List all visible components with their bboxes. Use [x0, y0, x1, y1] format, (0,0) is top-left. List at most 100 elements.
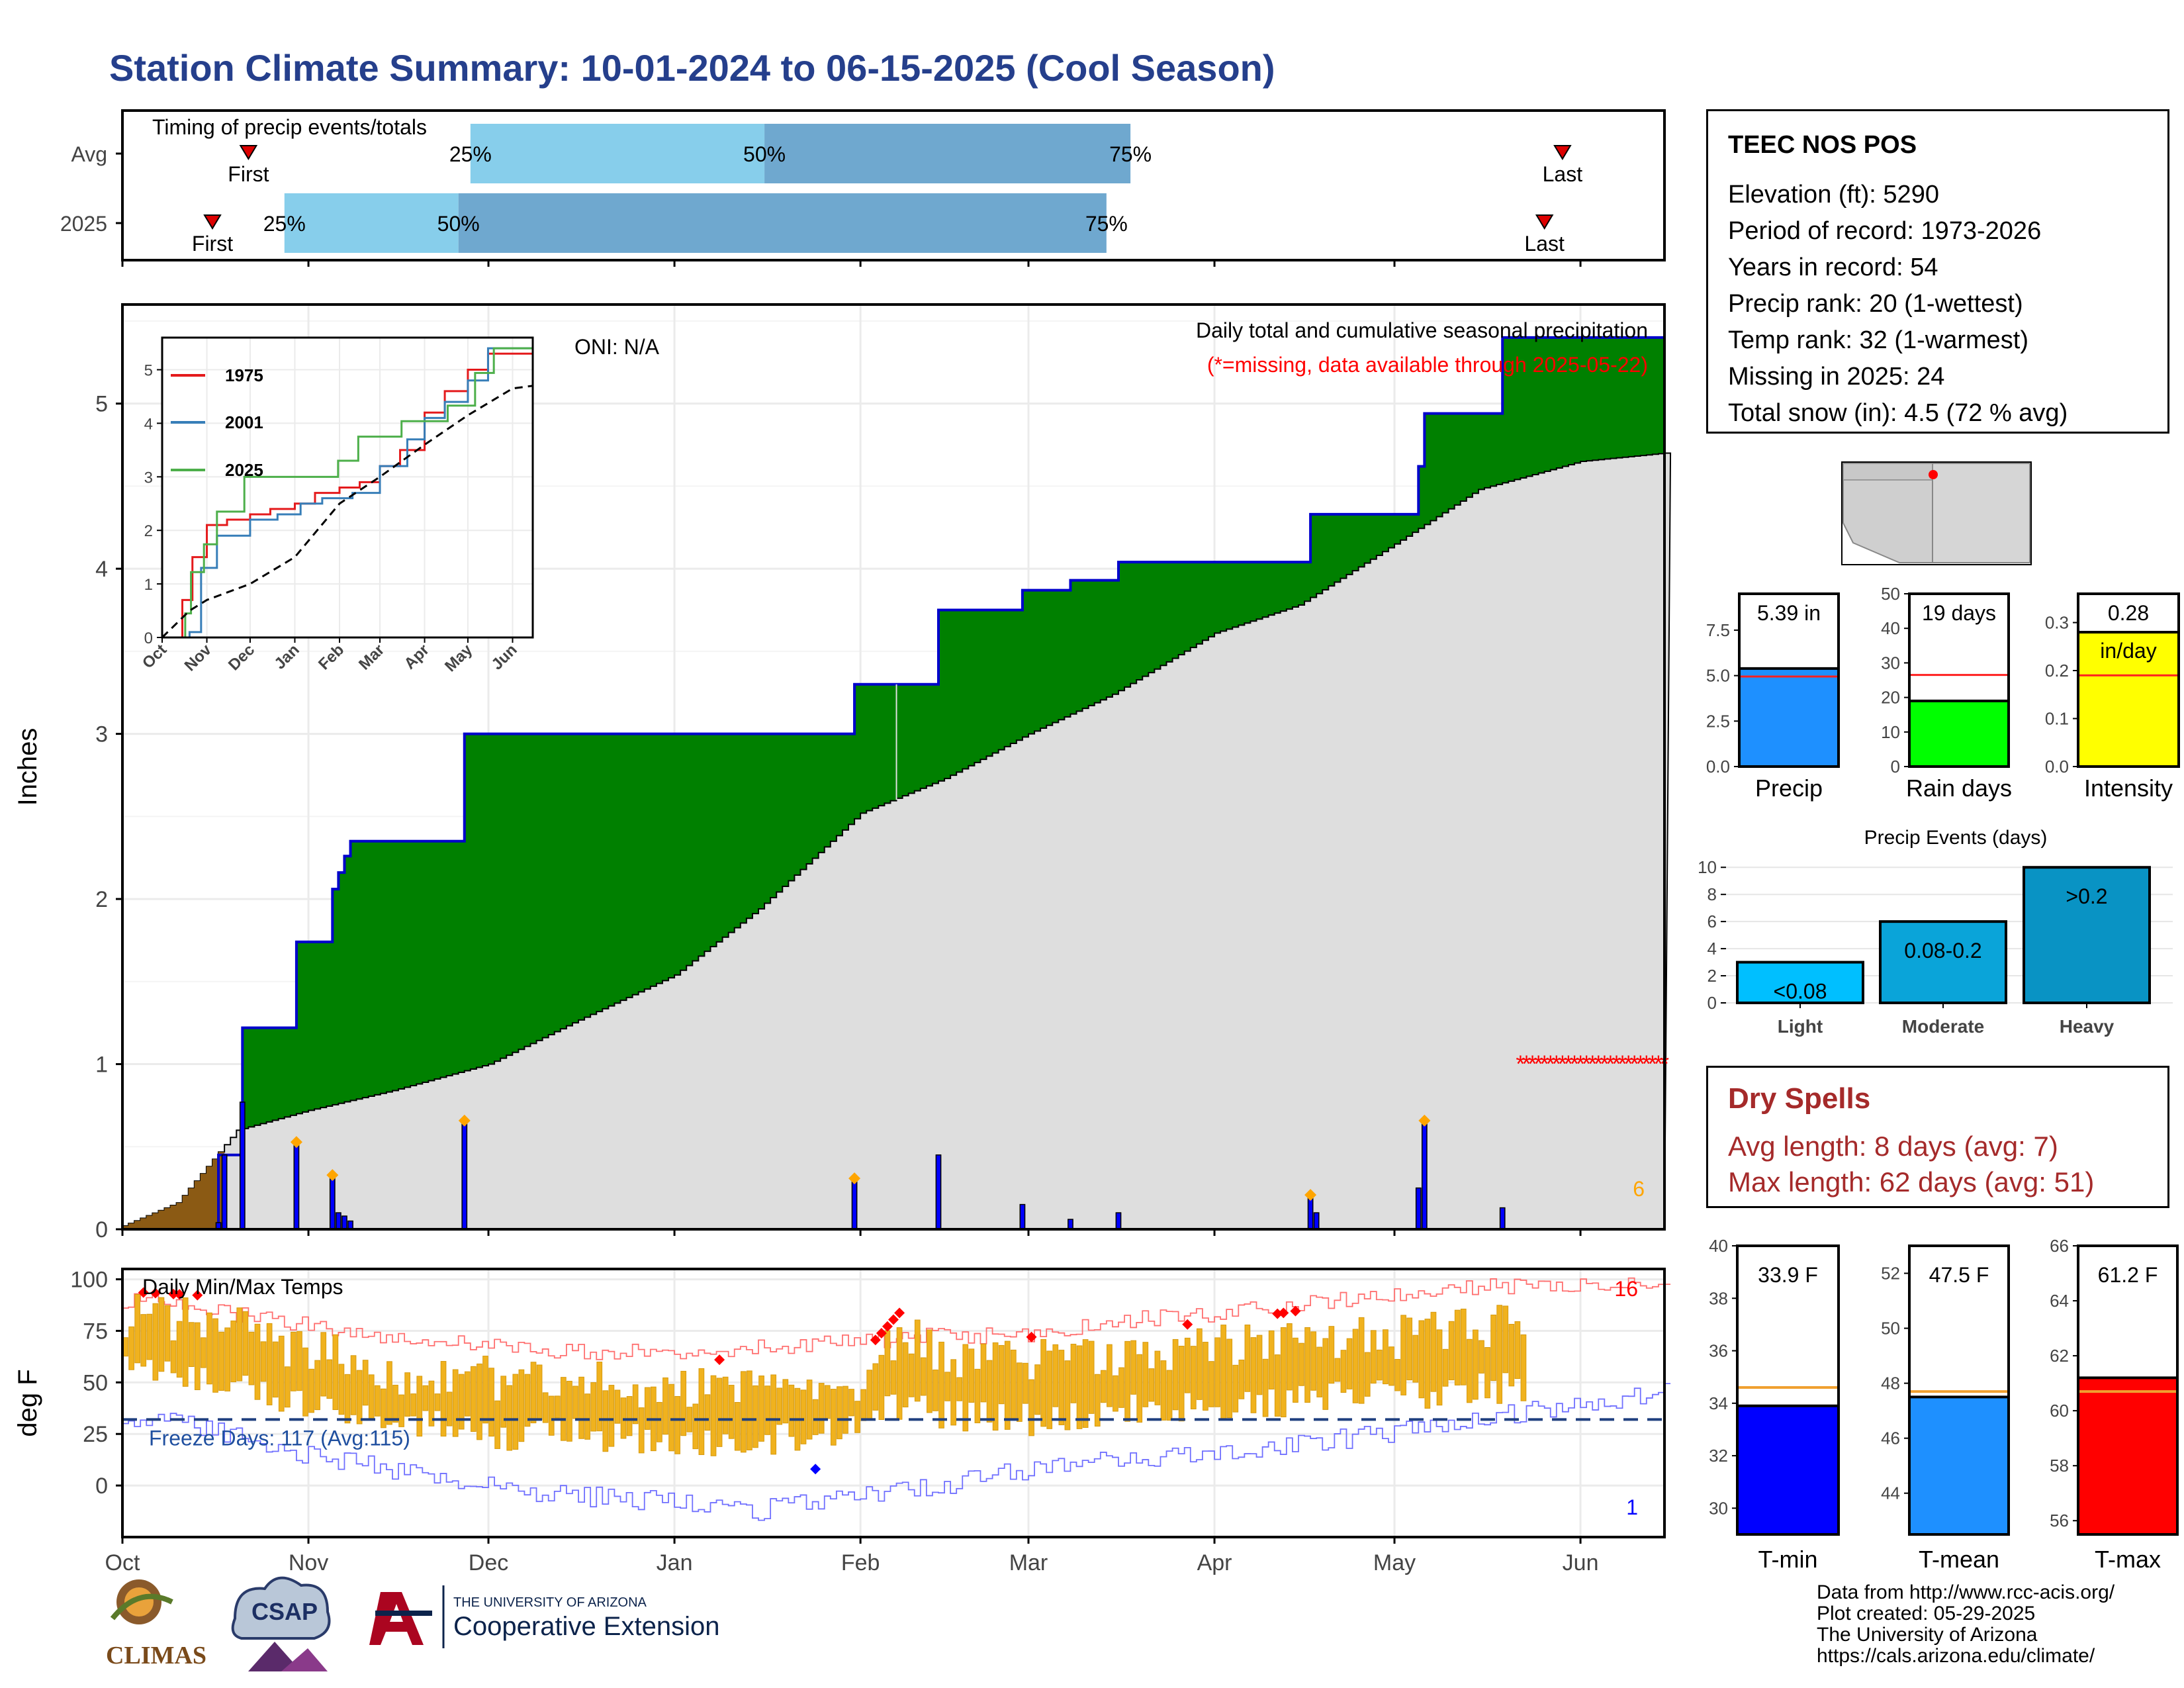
temps-daily-bar	[158, 1297, 165, 1372]
tempbar-y-tick-label: 52	[1881, 1264, 1900, 1284]
temps-daily-bar	[1214, 1337, 1220, 1407]
timing-first-marker	[203, 214, 222, 230]
temps-daily-bar	[704, 1394, 711, 1431]
temps-daily-bar	[218, 1331, 224, 1391]
precip-daily-bar	[293, 1143, 300, 1230]
temps-daily-bar	[944, 1372, 950, 1401]
tempbar-frame	[2077, 1244, 2179, 1536]
temps-daily-bar	[1238, 1359, 1245, 1399]
temps-record-high-marker	[894, 1307, 905, 1319]
timing-label-50: 50%	[437, 212, 480, 236]
inset-legend-label: 2001	[225, 412, 263, 432]
precip-missing-marker: *	[1624, 1051, 1633, 1078]
temps-y-tick-label: 100	[70, 1268, 108, 1293]
temps-daily-bar	[1520, 1334, 1527, 1401]
temps-daily-bar	[1448, 1321, 1455, 1381]
dry-spells-avg: Avg length: 8 days (avg: 7)	[1728, 1131, 2058, 1162]
temps-daily-bar	[914, 1319, 921, 1402]
events-bar-moderate	[1879, 920, 2007, 1004]
temps-daily-bar	[734, 1402, 741, 1451]
temps-daily-bar	[1473, 1329, 1479, 1400]
temps-daily-bar	[1010, 1349, 1017, 1420]
credit-university: The University of Arizona	[1817, 1624, 2038, 1646]
precip-missing-marker: *	[1600, 1051, 1609, 1078]
temps-daily-bar	[890, 1360, 897, 1395]
timing-bar-50-75	[458, 193, 1107, 253]
temps-daily-bar	[866, 1370, 873, 1419]
csap-logo: CSAP	[231, 1576, 331, 1671]
temps-daily-bar	[524, 1374, 531, 1427]
temps-daily-bar	[956, 1377, 963, 1401]
temps-record-high-marker	[1026, 1331, 1037, 1342]
temps-daily-bar	[1479, 1340, 1484, 1374]
station-elevation: Elevation (ft): 5290	[1728, 181, 1939, 209]
temps-daily-bar	[1328, 1326, 1335, 1384]
credits: Data from http://www.rcc-acis.org/ Plot …	[1817, 1582, 2115, 1667]
totals-y-tick-label: 7.5	[1706, 620, 1730, 640]
inset-series-line-2001	[162, 343, 534, 639]
temps-daily-bar	[1262, 1358, 1269, 1417]
temps-daily-bar	[464, 1371, 471, 1417]
precip-daily-bar	[1307, 1196, 1314, 1230]
temps-daily-bar	[201, 1337, 206, 1368]
temps-daily-bar	[212, 1318, 218, 1393]
totals-frame	[1738, 592, 1840, 768]
temps-daily-bar	[381, 1388, 387, 1429]
timing-bar-25-50	[284, 193, 459, 253]
temps-x-tick-label: Apr	[1197, 1550, 1232, 1575]
precip-daily-bar	[341, 1215, 347, 1230]
inset-series-line-1975	[162, 343, 534, 639]
temps-daily-bar	[740, 1371, 747, 1453]
temps-daily-bar	[1017, 1362, 1023, 1422]
station-period: Period of record: 1973-2026	[1728, 217, 2042, 245]
temps-daily-bar	[1352, 1329, 1359, 1403]
totals-category-label: Rain days	[1906, 774, 2012, 802]
temps-daily-bar	[974, 1368, 981, 1423]
tempbar-y-tick-label: 44	[1881, 1483, 1900, 1503]
temps-daily-bar	[1118, 1367, 1124, 1408]
temps-daily-bar	[512, 1374, 519, 1450]
temps-x-tick-label: May	[1373, 1550, 1416, 1575]
temps-daily-bar	[668, 1383, 674, 1452]
totals-bar-intensity	[2078, 632, 2179, 767]
precip-events-chart: Precip Events (days) <0.08 Light 0.08-0.2 Mo…	[1698, 827, 2173, 1037]
totals-y-tick-label: 0.1	[2045, 709, 2069, 729]
temps-daily-bar	[1100, 1370, 1107, 1403]
temps-daily-bar	[146, 1313, 153, 1360]
timing-label-75: 75%	[1109, 142, 1152, 166]
temps-daily-bar	[698, 1368, 705, 1456]
temps-record-max-line	[122, 1277, 1671, 1360]
temps-daily-bar	[567, 1381, 572, 1442]
temps-daily-bar	[1310, 1331, 1316, 1391]
inset-y-tick-label: 5	[144, 362, 153, 380]
inset-y-tick-label: 0	[144, 630, 153, 647]
ua-logo: THE UNIVERSITY OF ARIZONA Cooperative Ex…	[369, 1585, 719, 1648]
timing-last-marker	[1535, 214, 1554, 230]
temps-frame	[121, 1268, 1666, 1538]
precip-missing-marker: *	[1576, 1051, 1585, 1078]
temps-daily-bar	[1244, 1325, 1251, 1392]
temps-daily-bar	[1412, 1335, 1419, 1383]
station-temp-rank: Temp rank: 32 (1-warmest)	[1728, 326, 2029, 354]
temps-daily-bar	[1178, 1346, 1185, 1422]
tempbar-y-tick-label: 64	[2050, 1291, 2069, 1311]
precip-oni: ONI: N/A	[574, 335, 660, 359]
temps-record-high-marker	[870, 1335, 881, 1346]
temps-daily-bar	[1406, 1317, 1413, 1381]
temps-daily-bar	[488, 1368, 494, 1437]
temps-daily-bar	[458, 1374, 465, 1430]
tempbar-value-label: 33.9 F	[1758, 1263, 1818, 1287]
ua-top-text: THE UNIVERSITY OF ARIZONA	[453, 1595, 647, 1610]
temps-daily-bar	[356, 1370, 363, 1425]
temps-daily-bar	[884, 1330, 891, 1397]
totals-y-tick-label: 30	[1881, 653, 1900, 673]
temps-daily-bar	[452, 1369, 459, 1437]
temps-daily-bar	[410, 1393, 417, 1417]
temps-daily-bar	[1388, 1346, 1394, 1386]
temps-daily-bar	[530, 1362, 537, 1424]
temps-daily-bar	[572, 1385, 578, 1419]
temps-daily-bar	[1040, 1338, 1047, 1427]
temps-daily-bar	[830, 1389, 837, 1446]
totals-category-label: Precip	[1755, 774, 1823, 802]
temps-daily-bar	[686, 1407, 693, 1432]
